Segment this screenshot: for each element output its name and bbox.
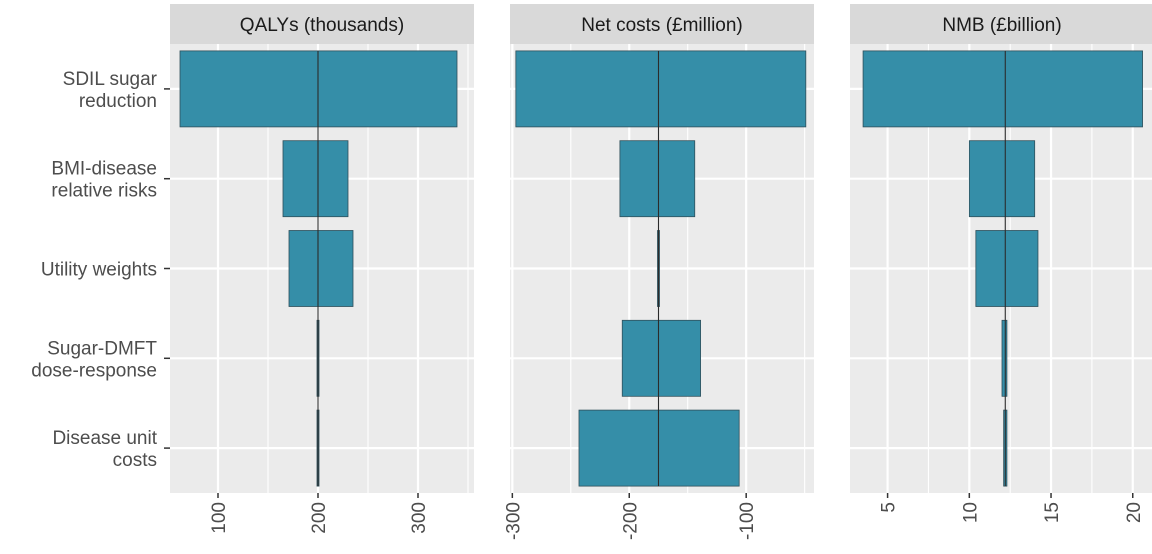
y-category-label: SDIL sugar (63, 69, 158, 90)
panel-3-bar (1001, 319, 1008, 397)
panel-2-bar (578, 409, 740, 487)
panel-1-title: QALYs (thousands) (240, 15, 404, 36)
y-category-label: dose-response (31, 360, 157, 381)
panel-3-x-tick-label: 10 (960, 502, 981, 523)
panel-3-bar (975, 230, 1039, 307)
y-category-label: costs (113, 450, 157, 471)
panel-1-x-tick-label: 300 (409, 502, 430, 534)
panel-2-bar (515, 50, 807, 128)
y-category-label: Disease unit (52, 428, 157, 449)
panel-1-bar (288, 230, 354, 307)
panel-2-bar (621, 319, 701, 397)
panel-3-title: NMB (£billion) (942, 15, 1061, 36)
y-category-label: Sugar-DMFT (47, 338, 157, 359)
panel-3-x-tick-label: 5 (879, 502, 900, 513)
panel-2-title: Net costs (£million) (581, 15, 743, 36)
panel-1-x-tick-label: 100 (209, 502, 230, 534)
panel-3-strip (850, 4, 1152, 44)
y-category-label: reduction (79, 91, 157, 112)
panel-3-bar (968, 140, 1036, 218)
y-category-label: relative risks (51, 181, 157, 202)
panel-3-x-tick-label: 20 (1124, 502, 1145, 523)
panel-1-x-tick-label: 200 (309, 502, 330, 534)
panel-2-x-tick-label: -300 (503, 502, 524, 540)
y-category-label: BMI-disease (51, 159, 157, 180)
panel-2-bar (619, 140, 696, 218)
panel-1-bar (282, 140, 349, 218)
panel-3-x-tick-label: 15 (1042, 502, 1063, 523)
y-category-label: Utility weights (41, 260, 157, 281)
panel-2-strip (510, 4, 814, 44)
panel-2-x-tick-label: -200 (620, 502, 641, 540)
panel-2-x-tick-label: -100 (737, 502, 758, 540)
panel-3-bar (862, 50, 1143, 128)
panel-1-strip (170, 4, 474, 44)
